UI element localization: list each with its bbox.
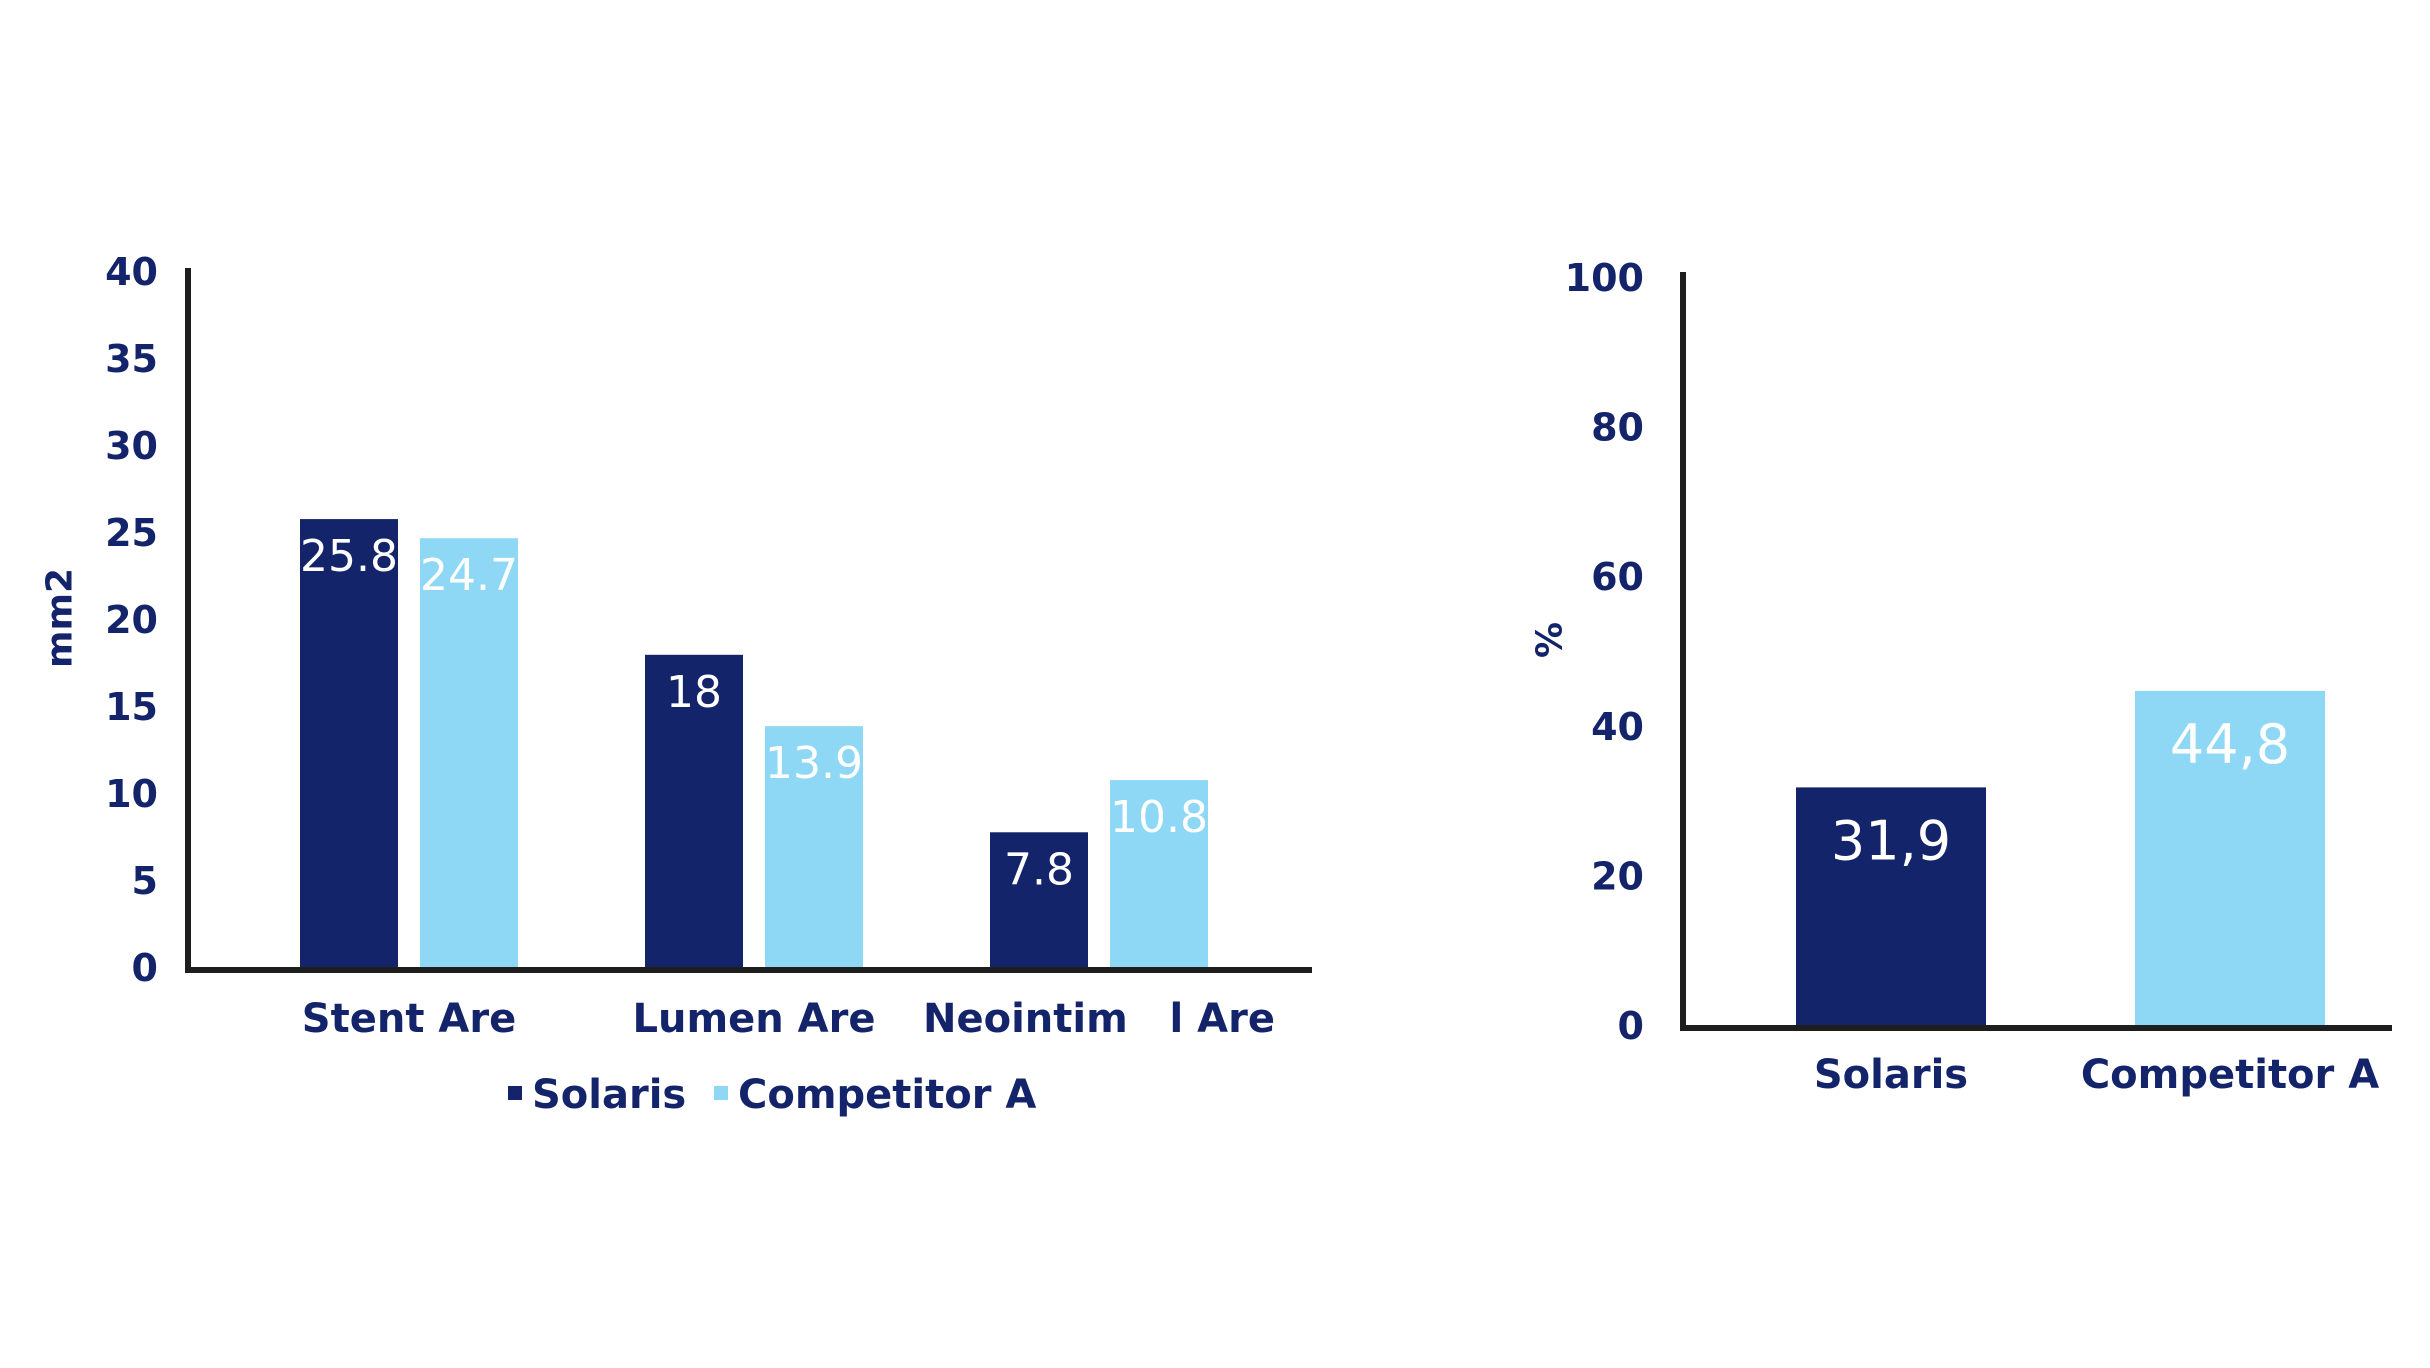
right-x-category-label: Competitor A [2081, 1052, 2379, 1098]
right-bar-chart: 0 20 40 60 80 100% 31,9 Solaris 44,8 Competitor A [1530, 256, 2392, 1098]
bar-value-label: 18 [666, 667, 722, 718]
bar-competitor-a [765, 726, 863, 968]
bar-value-label: 31,9 [1831, 809, 1951, 872]
left-x-category-label: Lumen Are [633, 996, 876, 1042]
bar-solaris [1796, 787, 1986, 1026]
bar-value-label: 10.8 [1110, 792, 1208, 843]
right-y-tick-label: 40 [1591, 705, 1644, 749]
left-y-tick-label: 20 [105, 598, 158, 642]
left-x-category-label: Neointim l Are [923, 996, 1275, 1042]
bar-solaris [300, 519, 398, 968]
bar-solaris [990, 832, 1088, 968]
bar-value-label: 25.8 [300, 531, 398, 582]
legend-label-competitor-a: Competitor A [738, 1072, 1036, 1118]
right-y-tick-label: 80 [1591, 406, 1644, 450]
left-y-tick-label: 30 [105, 424, 158, 468]
bar-competitor-a [420, 538, 518, 968]
right-y-tick-label: 60 [1591, 555, 1644, 599]
bar-solaris [645, 654, 743, 968]
left-y-tick-label: 5 [132, 859, 158, 903]
left-x-category-label: Stent Are [302, 996, 516, 1042]
right-y-tick-label: 20 [1591, 854, 1644, 898]
right-y-tick-label: 0 [1618, 1004, 1644, 1048]
left-y-tick-label: 15 [105, 685, 158, 729]
left-y-tick-label: 0 [132, 946, 158, 990]
right-y-tick-label: 100 [1565, 256, 1644, 300]
right-x-category-label: Solaris [1814, 1052, 1968, 1098]
left-y-tick-label: 25 [105, 511, 158, 555]
left-y-tick-label: 35 [105, 337, 158, 381]
left-y-axis-label: mm2 [40, 568, 81, 668]
left-y-tick-label: 40 [105, 250, 158, 294]
bar-value-label: 44,8 [2170, 713, 2290, 776]
bar-competitor-a [1110, 780, 1208, 968]
bar-value-label: 13.9 [765, 738, 863, 789]
bar-value-label: 7.8 [1004, 844, 1074, 895]
bar-value-label: 24.7 [420, 550, 518, 601]
legend-swatch-competitor-a [714, 1086, 728, 1100]
left-bar-chart: 0 5 10 15 20 25 30 35 40 mm2 25.8 24.7 Stent Are 18 13… [40, 250, 1312, 1118]
legend-swatch-solaris [508, 1086, 522, 1100]
right-y-axis-label: % [1530, 622, 1571, 658]
bar-competitor-a [2135, 690, 2325, 1026]
legend-label-solaris: Solaris [532, 1072, 686, 1118]
left-y-tick-label: 10 [105, 772, 158, 816]
